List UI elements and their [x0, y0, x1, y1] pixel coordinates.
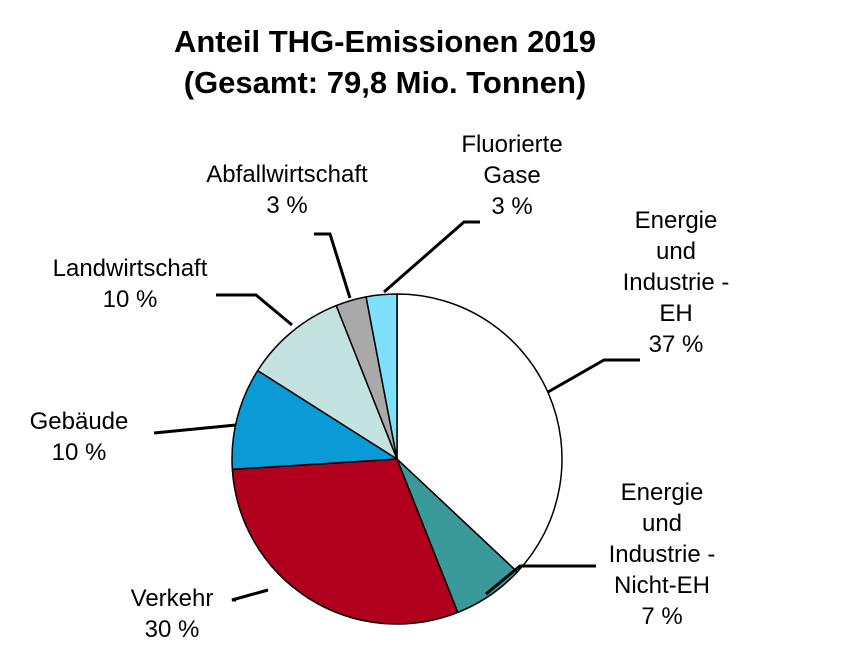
slice-label-energie-und-industrie-eh-1: und: [656, 238, 696, 265]
slice-value-landwirtschaft: 10 %: [103, 286, 158, 313]
pie-slices: [231, 293, 563, 625]
leader-line-gebaeude: [153, 423, 237, 435]
leader-line-abfallwirtschaft: [314, 232, 352, 299]
slice-value-abfallwirtschaft: 3 %: [266, 192, 307, 219]
leader-line-landwirtschaft: [216, 293, 293, 327]
slice-label-energie-und-industrie-eh-3: EH: [659, 300, 692, 327]
slice-label-energie-und-industrie-eh-0: Energie: [635, 207, 718, 234]
pie-slice-fluorierte-gase: [365, 293, 398, 460]
leader-line-verkehr: [231, 588, 269, 602]
leader-line-fluorierte-gase: [383, 220, 480, 294]
slice-value-energie-und-industrie-eh: 37 %: [649, 331, 704, 358]
slice-value-gebaeude: 10 %: [52, 439, 107, 466]
slice-label-energie-und-industrie-eh-2: Industrie -: [623, 269, 730, 296]
slice-value-fluorierte-gase: 3 %: [491, 193, 532, 220]
slice-label-abfallwirtschaft-0: Abfallwirtschaft: [206, 161, 368, 188]
leader-line-energie-und-industrie-nicht-eh: [485, 564, 596, 596]
pie-slice-energie-und-industrie-eh: [396, 293, 563, 573]
slice-label-energie-und-industrie-nicht-eh-3: Nicht-EH: [614, 572, 710, 599]
slice-labels: Energie und Industrie - EH 37 % Energie und Ind…: [30, 131, 730, 643]
pie-slice-verkehr: [231, 458, 459, 625]
pie-slice-landwirtschaft: [256, 304, 398, 460]
pie-slice-gebaeude: [231, 369, 398, 471]
slice-value-verkehr: 30 %: [145, 616, 200, 643]
slice-label-fluorierte-gase-0: Fluorierte: [461, 131, 562, 158]
slice-label-verkehr-0: Verkehr: [131, 585, 214, 612]
chart-title: Anteil THG-Emissionen 2019: [174, 24, 596, 59]
slice-label-energie-und-industrie-nicht-eh-0: Energie: [621, 479, 704, 506]
chart-subtitle: (Gesamt: 79,8 Mio. Tonnen): [184, 65, 586, 100]
leader-lines: [153, 220, 640, 602]
slice-label-fluorierte-gase-1: Gase: [483, 162, 540, 189]
leader-line-energie-und-industrie-eh: [547, 358, 640, 394]
slice-label-gebaeude-0: Gebäude: [30, 408, 129, 435]
slice-value-energie-und-industrie-nicht-eh: 7 %: [641, 603, 682, 630]
slice-label-landwirtschaft-0: Landwirtschaft: [53, 255, 208, 282]
slice-label-energie-und-industrie-nicht-eh-2: Industrie -: [609, 541, 716, 568]
slice-label-energie-und-industrie-nicht-eh-1: und: [642, 510, 682, 537]
